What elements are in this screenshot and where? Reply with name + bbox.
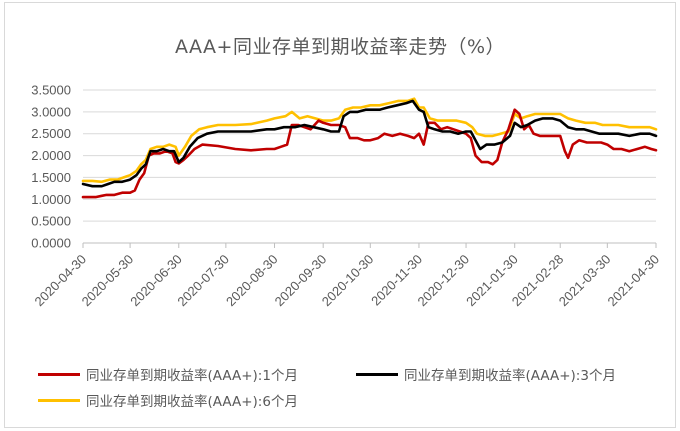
legend-swatch-6m (38, 398, 80, 402)
legend-item-6m: 同业存单到期收益率(AAA+):6个月 (38, 390, 298, 410)
legend-swatch-1m (38, 372, 80, 376)
chart-title: AAA+同业存单到期收益率走势（%） (174, 36, 506, 58)
legend-label-3m: 同业存单到期收益率(AAA+):3个月 (404, 368, 616, 384)
y-tick-label: 1.5000 (31, 170, 71, 185)
legend-swatch-3m (356, 372, 398, 376)
series-lines (81, 97, 658, 199)
series-line-6m (81, 97, 658, 184)
y-tick-label: 0.5000 (31, 214, 71, 229)
y-axis-ticks: 0.0000 0.5000 1.0000 1.5000 2.0000 2.5000 3.00… (31, 83, 71, 251)
x-tick-label: 2020-08-30 (223, 252, 281, 310)
x-tick-label: 2020-10-30 (319, 252, 377, 310)
y-tick-label: 2.0000 (31, 148, 71, 163)
series-line-3m (81, 99, 658, 188)
legend-item-3m: 同业存单到期收益率(AAA+):3个月 (356, 364, 616, 384)
x-axis: 2020-04-302020-05-302020-06-302020-07-30… (31, 242, 662, 310)
y-tick-label: 2.5000 (31, 126, 71, 141)
y-tick-label: 1.0000 (31, 192, 71, 207)
legend-item-1m: 同业存单到期收益率(AAA+):1个月 (38, 364, 298, 384)
legend-label-1m: 同业存单到期收益率(AAA+):1个月 (86, 368, 298, 384)
y-tick-label: 3.5000 (31, 83, 71, 98)
chart-frame (4, 2, 676, 428)
x-tick-label: 2021-03-30 (556, 252, 614, 310)
legend-label-6m: 同业存单到期收益率(AAA+):6个月 (86, 394, 298, 410)
series-line-1m (81, 108, 658, 199)
x-tick-label: 2020-12-30 (415, 252, 473, 310)
x-tick-label: 2020-05-30 (79, 252, 137, 310)
legend: 同业存单到期收益率(AAA+):1个月 同业存单到期收益率(AAA+):3个月 … (38, 362, 658, 422)
x-tick-label: 2020-07-30 (174, 252, 232, 310)
y-tick-label: 3.0000 (31, 104, 71, 119)
y-tick-label: 0.0000 (31, 236, 71, 251)
x-tick-label: 2021-04-30 (604, 252, 662, 310)
gridlines (83, 89, 656, 222)
